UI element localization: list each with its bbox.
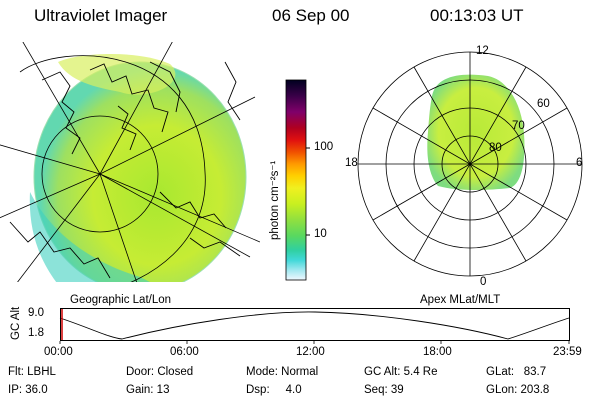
left-panel-label: Geographic Lat/Lon bbox=[70, 294, 172, 306]
mlt-label-12: 12 bbox=[476, 45, 489, 57]
timeline-xtick-1800: 18:00 bbox=[423, 346, 452, 358]
date-label: 06 Sep 00 bbox=[272, 6, 350, 25]
auroral-oval bbox=[427, 74, 525, 190]
timeline-ytick-1-8: 1.8 bbox=[28, 327, 44, 339]
coastlines bbox=[9, 61, 241, 279]
mlat-label-70: 70 bbox=[512, 120, 525, 132]
timeline-xtick-0000: 00:00 bbox=[44, 346, 73, 358]
colorbar-unit-label: photon cm⁻²s⁻¹ bbox=[269, 160, 281, 240]
mlt-label-0: 0 bbox=[480, 276, 487, 288]
mlat-label-80: 80 bbox=[489, 142, 502, 154]
geo-grid bbox=[0, 42, 260, 282]
colorbar-tick-10: 10 bbox=[314, 228, 327, 240]
right-panel-label: Apex MLat/MLT bbox=[420, 294, 501, 306]
glat-info: GLat: 83.7 bbox=[486, 366, 547, 378]
geographic-image bbox=[0, 42, 260, 282]
gcalt-info: GC Alt: 5.4 Re bbox=[364, 366, 438, 378]
polar-plot bbox=[357, 51, 583, 277]
door-info: Door: Closed bbox=[126, 366, 194, 378]
colorbar bbox=[285, 79, 310, 281]
ip-info: IP: 36.0 bbox=[8, 384, 48, 396]
gain-info: Gain: 13 bbox=[126, 384, 170, 396]
seq-info: Seq: 39 bbox=[364, 384, 404, 396]
timeline-ylabel: GC Alt bbox=[10, 306, 22, 340]
timeline-ytick-9: 9.0 bbox=[28, 307, 44, 319]
mode-info: Mode: Normal bbox=[246, 366, 319, 378]
timeline-xtick-0600: 06:00 bbox=[170, 346, 199, 358]
mlat-label-60: 60 bbox=[537, 98, 550, 110]
mlt-label-6: 6 bbox=[576, 157, 583, 169]
timeline-xtick-1200: 12:00 bbox=[296, 346, 325, 358]
time-label: 00:13:03 UT bbox=[430, 6, 524, 25]
polar-grid bbox=[357, 51, 583, 277]
altitude-timeline bbox=[59, 308, 570, 344]
glon-info: GLon: 203.8 bbox=[486, 384, 550, 396]
filter-info: Flt: LBHL bbox=[8, 366, 56, 378]
colorbar-tick-100: 100 bbox=[314, 141, 334, 153]
mlt-label-18: 18 bbox=[345, 157, 358, 169]
app-title: Ultraviolet Imager bbox=[34, 6, 168, 25]
timeline-xtick-2359: 23:59 bbox=[553, 346, 582, 358]
dsp-info: Dsp: 4.0 bbox=[246, 384, 302, 396]
